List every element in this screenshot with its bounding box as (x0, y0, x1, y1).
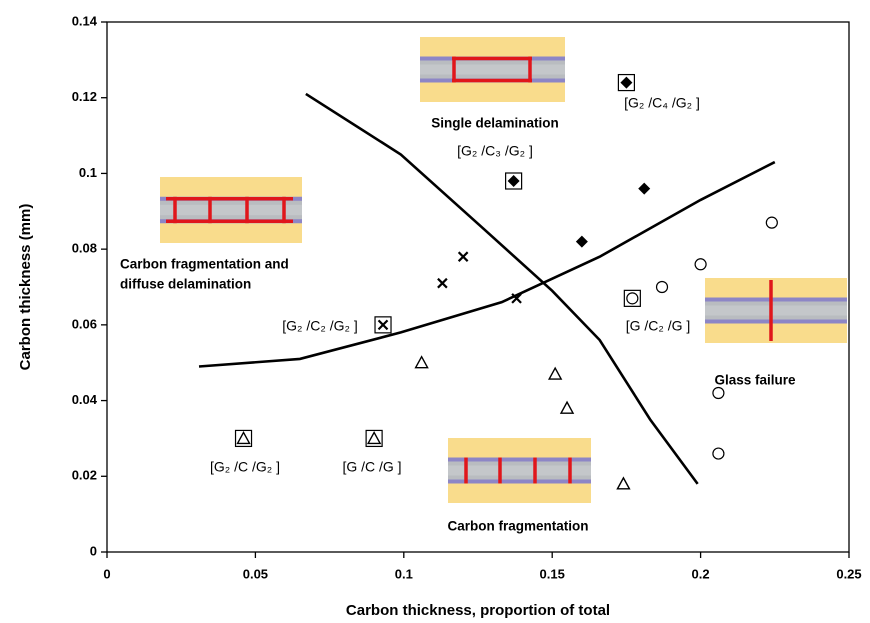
annotation: [G₂ /C /G₂ ] (210, 459, 280, 475)
boundary-line (198, 160, 776, 368)
point (559, 400, 575, 414)
point (712, 447, 725, 460)
inset-carbon (420, 64, 565, 75)
inset-interface (448, 457, 591, 462)
annotation: [G₂ /C₄ /G₂ ] (624, 95, 700, 111)
point (511, 293, 522, 304)
inset-carbon (448, 465, 591, 476)
y-tick-label: 0.14 (72, 13, 98, 28)
point (712, 386, 725, 400)
x-tick-label: 0.25 (836, 566, 861, 581)
point (457, 251, 469, 262)
y-tick-label: 0.1 (79, 165, 97, 180)
point (547, 366, 563, 380)
annotation: Glass failure (714, 373, 796, 388)
point (366, 430, 382, 445)
point (655, 280, 669, 294)
x-tick-label: 0.15 (540, 566, 565, 581)
plot-frame (106, 21, 850, 553)
point (765, 216, 778, 229)
x-tick-label: 0.05 (243, 566, 268, 581)
y-tick-label: 0.02 (72, 468, 97, 483)
annotation: diffuse delamination (120, 277, 251, 292)
annotation: [G /C₂ /G ] (626, 318, 691, 334)
point (626, 292, 639, 305)
annotation: Carbon fragmentation and (120, 257, 289, 272)
x-tick-label: 0.2 (692, 566, 710, 581)
point (377, 319, 389, 331)
x-tick-label: 0.1 (395, 566, 413, 581)
annotation: Single delamination (431, 116, 559, 131)
x-tick-label: 0 (103, 566, 110, 581)
point (575, 235, 588, 248)
y-axis-title: Carbon thickness (mm) (17, 204, 34, 371)
point (414, 355, 429, 369)
annotation: [G /C /G ] (342, 459, 401, 475)
inset-interface (705, 319, 847, 324)
point (616, 476, 631, 490)
y-tick-label: 0.04 (72, 392, 98, 407)
insets (160, 37, 847, 503)
annotation: Carbon fragmentation (447, 519, 588, 534)
y-tick-label: 0.08 (72, 241, 97, 256)
inset-carbon (160, 204, 302, 216)
point (694, 258, 707, 271)
inset-carbon (705, 305, 847, 316)
point (620, 76, 633, 89)
y-tick-label: 0 (90, 543, 97, 558)
point (638, 182, 651, 195)
y-tick-label: 0.06 (72, 316, 97, 331)
y-tick-label: 0.12 (72, 89, 97, 104)
point (507, 175, 520, 187)
point (437, 277, 448, 289)
inset-interface (448, 479, 591, 484)
inset-interface (705, 297, 847, 302)
annotation: [G₂ /C₂ /G₂ ] (282, 318, 357, 334)
point (236, 430, 251, 445)
annotation: [G₂ /C₃ /G₂ ] (457, 143, 533, 159)
x-axis-title: Carbon thickness, proportion of total (346, 602, 610, 619)
boundary-line (305, 92, 699, 485)
